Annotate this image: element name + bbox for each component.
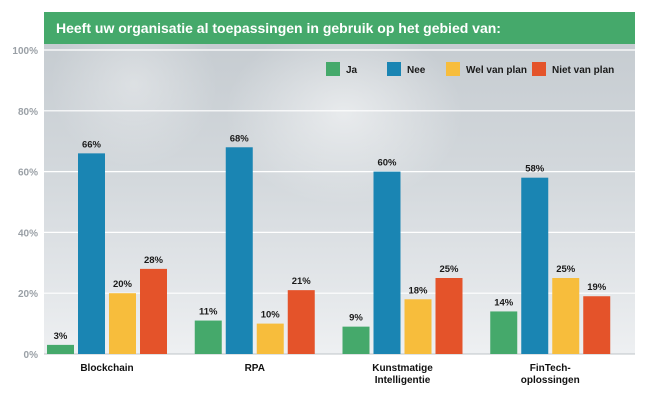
category-label: Blockchain bbox=[80, 363, 133, 374]
y-tick-label: 20% bbox=[18, 289, 38, 300]
bar-ja bbox=[490, 311, 518, 354]
category-label: RPA bbox=[245, 363, 265, 374]
legend-swatch-nee bbox=[387, 62, 401, 76]
data-label: 21% bbox=[292, 276, 312, 287]
legend-label: Ja bbox=[346, 65, 358, 76]
bar-wel-van-plan bbox=[256, 323, 284, 354]
legend-label: Wel van plan bbox=[466, 65, 527, 76]
data-label: 3% bbox=[54, 331, 68, 342]
category-label: FinTech- bbox=[530, 363, 571, 374]
data-label: 60% bbox=[377, 158, 397, 169]
legend-label: Nee bbox=[407, 65, 426, 76]
legend-swatch-niet-van-plan bbox=[532, 62, 546, 76]
data-label: 66% bbox=[82, 139, 102, 150]
data-label: 25% bbox=[439, 264, 459, 275]
legend-swatch-ja bbox=[326, 62, 340, 76]
bar-wel-van-plan bbox=[109, 293, 136, 354]
data-label: 9% bbox=[349, 313, 363, 324]
category-label: Intelligentie bbox=[375, 375, 431, 386]
bar-wel-van-plan bbox=[552, 278, 580, 354]
data-label: 19% bbox=[587, 282, 607, 293]
bar-ja bbox=[47, 344, 74, 354]
chart-title: Heeft uw organisatie al toepassingen in … bbox=[44, 12, 635, 44]
y-tick-label: 80% bbox=[18, 107, 38, 118]
bar-ja bbox=[194, 320, 222, 354]
bar-nee bbox=[373, 171, 401, 354]
data-label: 11% bbox=[199, 307, 218, 318]
category-label: oplossingen bbox=[521, 375, 580, 386]
bar-niet-van-plan bbox=[435, 278, 463, 354]
bar-wel-van-plan bbox=[404, 299, 432, 354]
data-label: 58% bbox=[525, 164, 545, 175]
bar-nee bbox=[521, 177, 549, 354]
data-label: 68% bbox=[230, 133, 250, 144]
data-label: 25% bbox=[556, 264, 576, 275]
bar-niet-van-plan bbox=[287, 290, 315, 354]
legend-label: Niet van plan bbox=[552, 65, 614, 76]
data-label: 10% bbox=[261, 310, 281, 321]
data-label: 28% bbox=[144, 255, 164, 266]
data-label: 14% bbox=[494, 297, 514, 308]
bar-niet-van-plan bbox=[140, 268, 167, 354]
category-label: Kunstmatige bbox=[372, 363, 433, 374]
data-label: 20% bbox=[113, 279, 133, 290]
y-tick-label: 0% bbox=[24, 350, 39, 361]
bar-niet-van-plan bbox=[583, 296, 611, 354]
y-tick-label: 100% bbox=[12, 46, 38, 57]
bar-nee bbox=[225, 147, 253, 354]
bar-ja bbox=[342, 326, 370, 354]
legend-swatch-wel-van-plan bbox=[446, 62, 460, 76]
chart-title-text: Heeft uw organisatie al toepassingen in … bbox=[56, 20, 501, 36]
data-label: 18% bbox=[408, 285, 428, 296]
y-tick-label: 60% bbox=[18, 168, 38, 179]
bar-nee bbox=[78, 153, 105, 354]
y-tick-label: 40% bbox=[18, 228, 38, 239]
